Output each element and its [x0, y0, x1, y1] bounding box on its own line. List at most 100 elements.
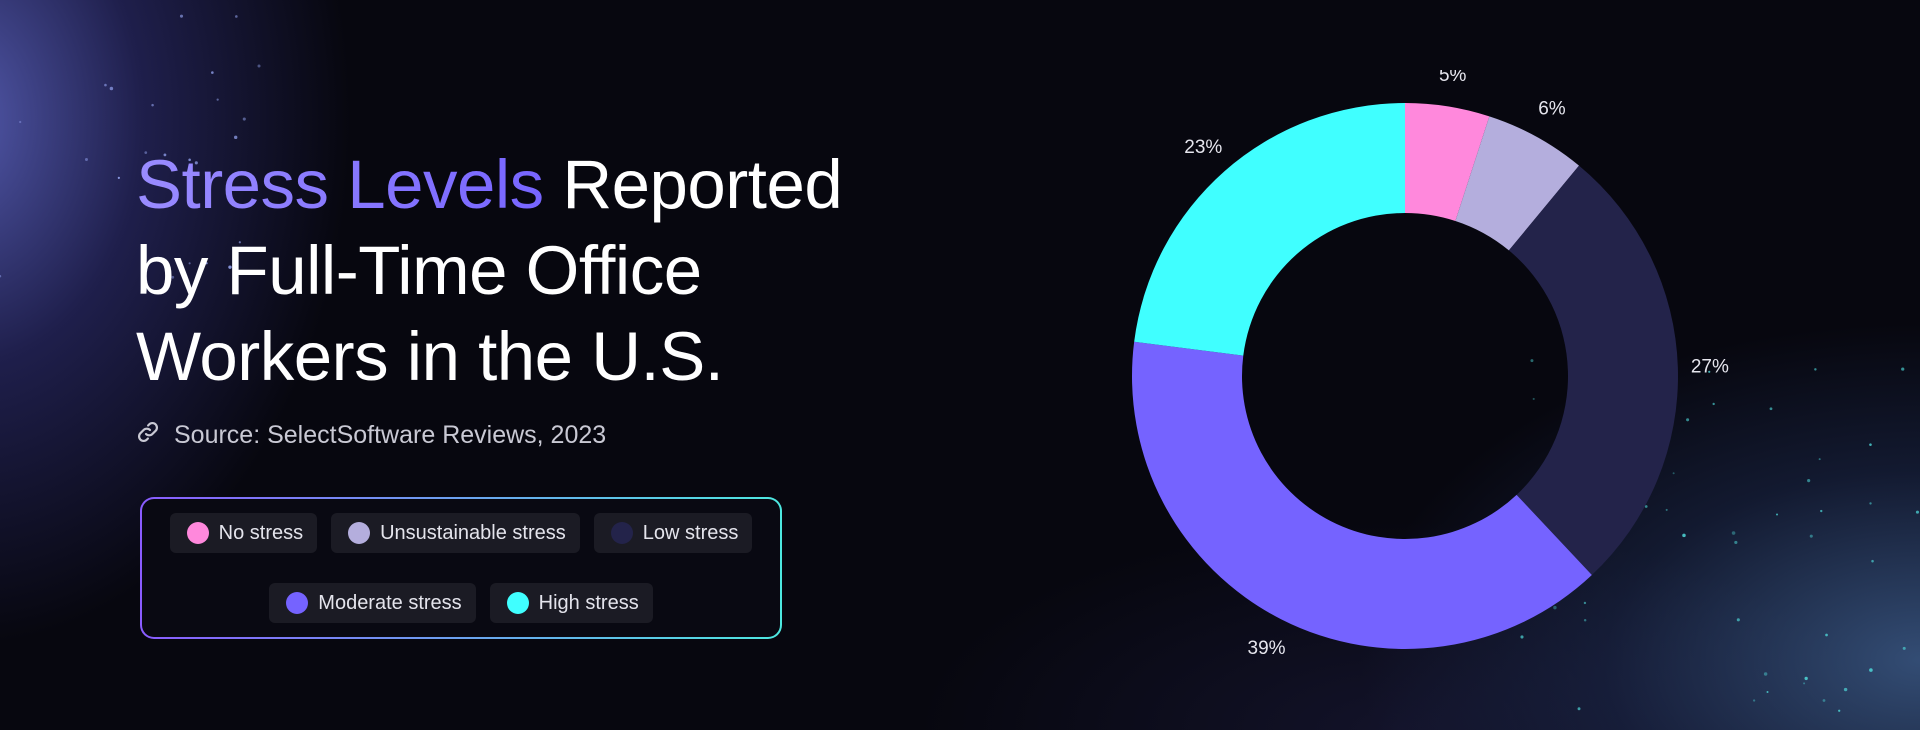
star-dot	[1731, 531, 1736, 535]
slice-label: 27%	[1691, 356, 1729, 377]
legend-swatch	[186, 522, 209, 544]
legend-swatch	[506, 592, 529, 614]
star-dot	[1825, 633, 1828, 637]
star-dot	[109, 86, 114, 91]
star-dot	[1766, 690, 1769, 693]
star-dot	[1682, 533, 1686, 538]
star-dot	[1822, 699, 1826, 702]
star-dot	[235, 271, 239, 274]
title-line1-rest: Reported	[543, 146, 843, 223]
donut-slice	[1134, 103, 1405, 356]
star-dot	[188, 262, 191, 265]
star-dot	[194, 161, 198, 165]
slice-label: 5%	[1439, 70, 1467, 86]
star-dot	[257, 64, 261, 68]
star-dot	[235, 15, 238, 18]
star-dot	[1734, 540, 1738, 545]
star-dot	[1809, 534, 1813, 538]
star-dot	[205, 262, 208, 265]
star-dot	[1530, 359, 1534, 363]
source-text: Source: SelectSoftware Reviews, 2023	[174, 421, 607, 449]
legend-label: Moderate stress	[318, 591, 462, 614]
slice-label: 23%	[1184, 137, 1222, 158]
star-dot	[84, 158, 88, 161]
legend-label: No stress	[218, 521, 304, 544]
star-dot	[117, 176, 120, 179]
slice-label: 6%	[1538, 99, 1566, 120]
star-dot	[1712, 402, 1715, 406]
star-dot	[1869, 443, 1872, 446]
star-dot	[1869, 502, 1872, 505]
star-dot	[188, 158, 191, 162]
legend-inner: No stress Unsustainable stress Low stress M…	[142, 499, 780, 637]
donut-slice	[1132, 341, 1592, 649]
chart-legend: No stress Unsustainable stress Low stress M…	[140, 497, 782, 639]
legend-label: Unsustainable stress	[380, 521, 566, 544]
title-line3: Workers in the U.S.	[136, 318, 724, 395]
star-dot	[171, 275, 175, 279]
source-line: Source: SelectSoftware Reviews, 2023	[136, 420, 606, 451]
legend-swatch	[610, 522, 633, 544]
star-dot	[1871, 559, 1874, 563]
donut-chart: 5% 6% 27% 39% 23%	[1132, 70, 1729, 659]
star-dot	[1814, 368, 1817, 371]
star-dot	[1736, 618, 1740, 622]
star-dot	[144, 151, 148, 154]
legend-item: Moderate stress	[269, 583, 476, 623]
star-dot	[1902, 646, 1906, 650]
star-dot	[104, 83, 107, 87]
star-dot	[1520, 635, 1524, 639]
star-dot	[1820, 509, 1823, 513]
legend-swatch	[348, 522, 371, 544]
legend-item: Unsustainable stress	[331, 513, 580, 553]
donut-slice	[1405, 103, 1490, 221]
star-dot	[1843, 687, 1848, 692]
star-dot	[1818, 458, 1821, 461]
star-dot	[238, 205, 242, 209]
donut-slice	[1455, 116, 1580, 251]
star-dot	[1583, 601, 1587, 605]
title-accent: Stress Levels	[136, 146, 544, 223]
star-dot	[1869, 668, 1873, 672]
page-title: Stress Levels Reported by Full-Time Offi…	[136, 142, 956, 400]
star-dot	[1804, 676, 1808, 681]
star-dot	[1763, 672, 1768, 676]
legend-label: High stress	[538, 591, 639, 614]
title-block: Stress Levels Reported by Full-Time Offi…	[136, 142, 956, 400]
star-dot	[163, 153, 167, 157]
star-dot	[1686, 418, 1690, 422]
title-line2: by Full-Time Office	[136, 232, 702, 309]
donut-slice	[1508, 165, 1678, 576]
legend-label: Low stress	[642, 521, 739, 544]
legend-item: Low stress	[593, 513, 753, 553]
star-dot	[1775, 513, 1779, 516]
star-dot	[151, 103, 154, 107]
star-dot	[211, 71, 214, 74]
star-dot	[1901, 367, 1905, 371]
star-dot	[1807, 479, 1811, 483]
star-dot	[1672, 472, 1675, 475]
star-dot	[1583, 619, 1587, 622]
star-dot	[1577, 707, 1581, 711]
star-dot	[1553, 605, 1557, 610]
star-dot	[179, 14, 184, 18]
star-dot	[238, 241, 241, 244]
slice-label: 39%	[1248, 638, 1286, 659]
star-dot	[233, 135, 238, 140]
star-dot	[1665, 508, 1668, 511]
star-dot	[19, 120, 22, 124]
star-dot	[1915, 510, 1920, 514]
star-dot	[1803, 682, 1806, 685]
star-dot	[1752, 699, 1756, 702]
star-dot	[1708, 370, 1711, 373]
star-dot	[1532, 397, 1535, 401]
star-dot	[242, 117, 246, 121]
star-dot	[1769, 407, 1773, 411]
star-dot	[1838, 709, 1841, 712]
legend-swatch	[286, 592, 309, 614]
star-dot	[0, 274, 2, 278]
star-dot	[228, 265, 232, 269]
star-dot	[216, 98, 219, 101]
link-icon	[136, 420, 160, 451]
star-dot	[1644, 505, 1648, 508]
